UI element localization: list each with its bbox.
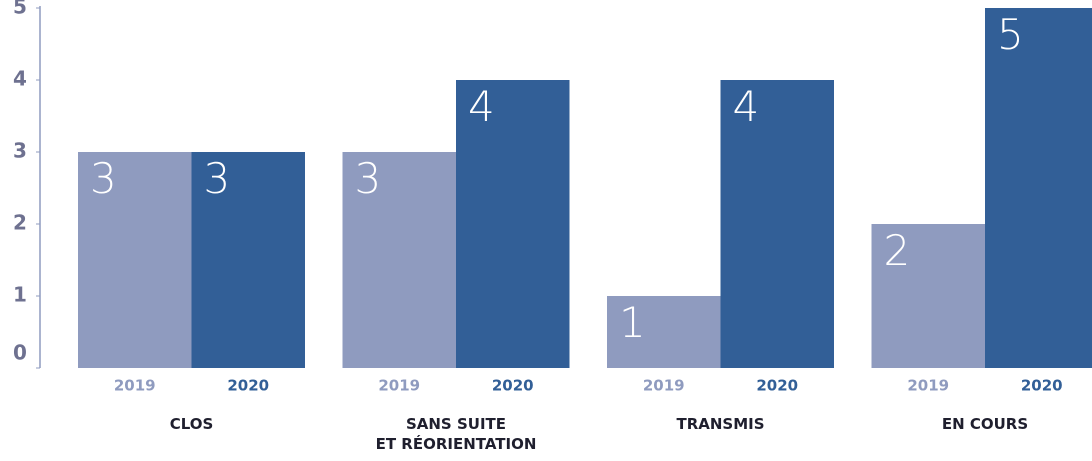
series-label: 2020 [492,377,534,395]
value-label: 3 [204,154,231,203]
y-tick-label: 2 [13,211,27,235]
bar [456,80,570,368]
series-label: 2019 [907,377,949,395]
category-label: SANS SUITE ET RÉORIENTATION [375,415,537,453]
value-label: 2 [884,226,911,275]
category-label: EN COURS [941,415,1029,433]
value-label: 4 [733,82,760,131]
series-label: 2020 [227,377,269,395]
bar [607,296,721,368]
bar [78,152,192,368]
series-label: 2020 [756,377,798,395]
y-tick-label: 4 [13,67,27,91]
value-label: 3 [90,154,117,203]
value-label: 4 [468,82,495,131]
y-tick-label: 0 [13,341,27,365]
series-label: 2020 [1021,377,1063,395]
category-label: CLOS [169,415,214,433]
value-label: 1 [619,298,646,347]
bar [871,224,985,368]
series-label: 2019 [378,377,420,395]
bar [191,152,305,368]
bar [985,8,1092,368]
y-tick-label: 3 [13,139,27,163]
y-tick-label: 5 [13,0,27,19]
bar [342,152,456,368]
series-label: 2019 [114,377,156,395]
category-label: TRANSMIS [676,415,765,433]
bar [720,80,834,368]
value-label: 5 [997,10,1024,59]
y-tick-label: 1 [13,283,27,307]
series-label: 2019 [643,377,685,395]
value-label: 3 [355,154,382,203]
